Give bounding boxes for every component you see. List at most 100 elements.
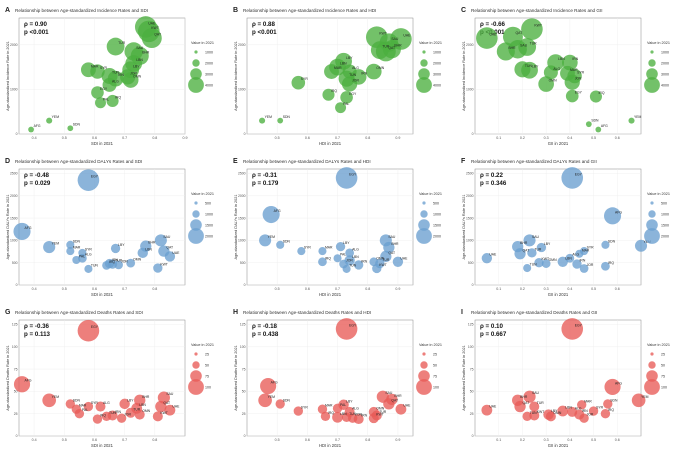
y-tick-label: 25 (470, 412, 474, 416)
point-label: IRQ (608, 408, 614, 412)
point-label: IRQ (100, 414, 106, 418)
y-axis-label: Age-standardized Incidence Rate in 2021 (6, 41, 10, 111)
data-point (102, 77, 117, 92)
point-label: TUR (133, 407, 141, 411)
point-label: SAU (532, 391, 540, 395)
x-tick-label: 0.4 (567, 136, 572, 140)
point-label: EGY (575, 323, 583, 327)
point-label: SYR (100, 66, 108, 70)
rho-stat: ρ = -0.48 (24, 172, 50, 179)
point-label: IRN (582, 409, 588, 413)
point-label: ALG (112, 79, 119, 83)
x-tick-label: 0.8 (365, 287, 370, 291)
data-point (518, 38, 537, 56)
data-point (120, 69, 136, 85)
y-axis-label: Age-standardized Incidence Rate in 2021 (234, 41, 238, 111)
data-point (543, 65, 558, 80)
point-label: BHR (142, 395, 150, 399)
legend-title: Value in 2021 (191, 41, 214, 45)
data-point (106, 94, 119, 108)
x-tick-label: 0.5 (591, 136, 596, 140)
point-label: SAU (385, 391, 393, 395)
legend-swatch (194, 352, 198, 356)
data-point (476, 27, 498, 49)
point-label: SAU (391, 37, 399, 41)
legend-swatch (190, 219, 202, 231)
point-label: KWT (379, 263, 387, 267)
data-point (565, 253, 575, 263)
data-point (523, 234, 536, 247)
legend-swatch (420, 59, 428, 67)
y-tick-label: 0 (16, 132, 18, 136)
x-tick-label: 0.6 (305, 287, 310, 291)
point-label: YEM (52, 115, 60, 119)
x-axis-label: GII in 2021 (548, 443, 569, 448)
y-tick-label: 2500 (466, 172, 474, 176)
legend-value: 4000 (205, 83, 213, 87)
x-tick-label: 0.6 (615, 136, 620, 140)
legend-value: 50 (661, 363, 665, 367)
point-label: YEM (268, 235, 276, 239)
data-point (529, 410, 540, 421)
data-point (523, 264, 532, 273)
point-label: TUN (349, 412, 357, 416)
point-label: EGY (349, 92, 357, 96)
panel-H: H Relationship between Age-standardized D… (233, 309, 442, 448)
point-label: OMN (549, 258, 557, 262)
y-tick-label: 100 (240, 345, 246, 349)
x-axis-label: HDI in 2021 (319, 141, 342, 146)
x-tick-label: 0.4 (567, 287, 572, 291)
point-label: QAT (515, 31, 522, 35)
point-label: KWT (151, 26, 159, 30)
point-label: BHR (508, 46, 516, 50)
panel-label: E (233, 158, 238, 165)
x-tick-label: 0.8 (365, 136, 370, 140)
point-label: IRN (118, 73, 124, 77)
legend-value: 500 (433, 201, 439, 205)
point-label: TUR (382, 45, 390, 49)
point-label: LBY (133, 64, 140, 68)
point-label: UAE (172, 405, 180, 409)
data-point (577, 400, 587, 410)
point-label: SDN (591, 119, 599, 123)
x-tick-label: 0.7 (335, 287, 340, 291)
legend-swatch (644, 379, 660, 395)
legend-swatch (190, 370, 202, 382)
point-label: IRN (579, 259, 585, 263)
data-point (557, 256, 568, 267)
data-point (585, 121, 592, 128)
panel-A: A Relationship between Age-standardized I… (5, 7, 214, 146)
data-point (141, 28, 162, 49)
data-point (95, 97, 106, 109)
point-label: LBN (340, 62, 347, 66)
rho-stat: ρ = 0.88 (252, 21, 275, 28)
point-label: TUN (349, 263, 357, 267)
x-tick-label: 0.6 (615, 287, 620, 291)
data-point (101, 411, 112, 422)
data-point (262, 205, 280, 224)
point-label: LBN (558, 57, 565, 61)
legend-swatch (194, 50, 198, 54)
y-tick-label: 125 (12, 323, 18, 327)
point-label: KWT (537, 410, 545, 414)
y-tick-label: 125 (468, 323, 474, 327)
data-point (341, 76, 358, 92)
data-point (157, 391, 170, 404)
data-point (164, 404, 176, 416)
y-axis-label: Age-standardized Deaths Rate in 2021 (234, 345, 238, 410)
y-tick-label: 100 (468, 345, 474, 349)
data-point (481, 404, 493, 416)
x-axis-label: SDI in 2021 (91, 443, 114, 448)
point-label: JOR (587, 413, 594, 417)
point-label: OMN (133, 258, 141, 262)
panel-label: B (233, 7, 238, 14)
data-point (567, 68, 582, 84)
legend-title: Value in 2021 (419, 41, 442, 45)
data-point (383, 241, 395, 254)
x-tick-label: 0.4 (32, 287, 37, 291)
point-label: UAE (400, 256, 408, 260)
point-label: IRN (115, 410, 121, 414)
data-point (354, 260, 364, 270)
data-point (318, 247, 327, 256)
legend-swatch (644, 77, 660, 93)
